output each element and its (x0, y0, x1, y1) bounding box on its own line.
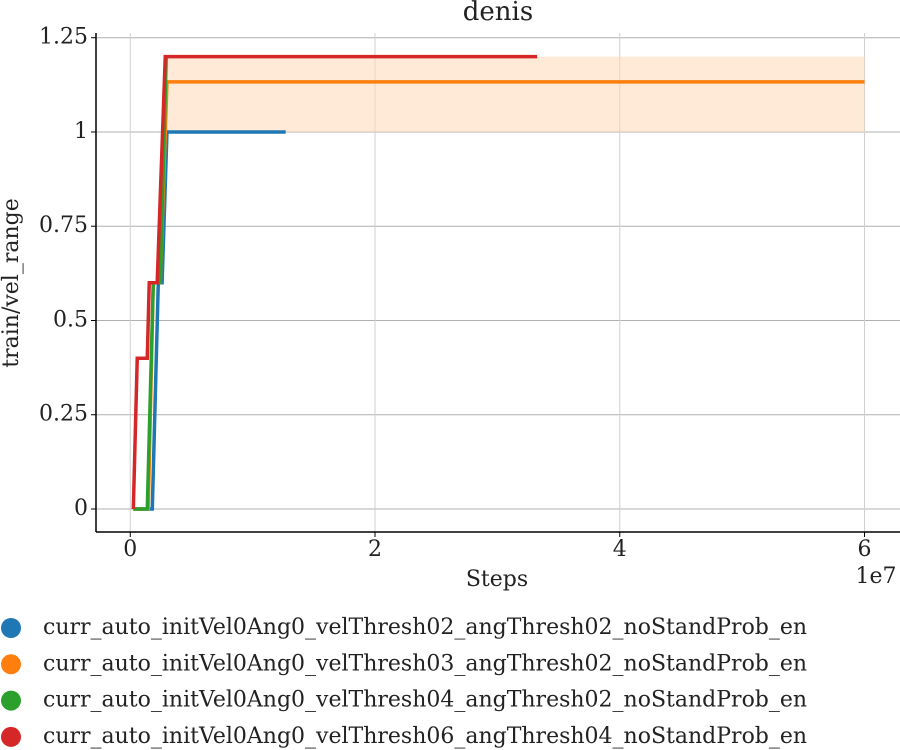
y-tick-label: 1 (74, 119, 88, 144)
chart-title: denis (463, 0, 533, 27)
y-axis-label: train/vel_range (0, 198, 24, 367)
x-tick-label: 4 (613, 537, 627, 562)
x-tick-label: 0 (123, 537, 137, 562)
series-line (133, 80, 865, 511)
legend-label: curr_auto_initVel0Ang0_velThresh04_angTh… (43, 688, 807, 713)
x-axis-label: Steps (466, 567, 528, 592)
legend-marker (1, 618, 21, 638)
x-tick-label: 2 (368, 537, 382, 562)
legend-marker (1, 726, 21, 747)
series-line (131, 54, 538, 510)
x-tick-label: 6 (858, 537, 872, 562)
y-tick-label: 0 (74, 496, 88, 521)
y-tick-label: 0.25 (39, 402, 88, 427)
y-tick-label: 0.5 (53, 307, 88, 332)
legend-label: curr_auto_initVel0Ang0_velThresh03_angTh… (43, 651, 807, 676)
legend-label: curr_auto_initVel0Ang0_velThresh06_angTh… (43, 724, 807, 749)
y-tick-label: 1.25 (39, 25, 88, 50)
range-band (165, 56, 865, 132)
x-offset-label: 1e7 (855, 564, 896, 589)
legend-label: curr_auto_initVel0Ang0_velThresh02_angTh… (43, 615, 807, 640)
y-tick-label: 0.75 (39, 213, 88, 238)
legend-marker (1, 654, 21, 675)
legend-marker (1, 690, 21, 711)
